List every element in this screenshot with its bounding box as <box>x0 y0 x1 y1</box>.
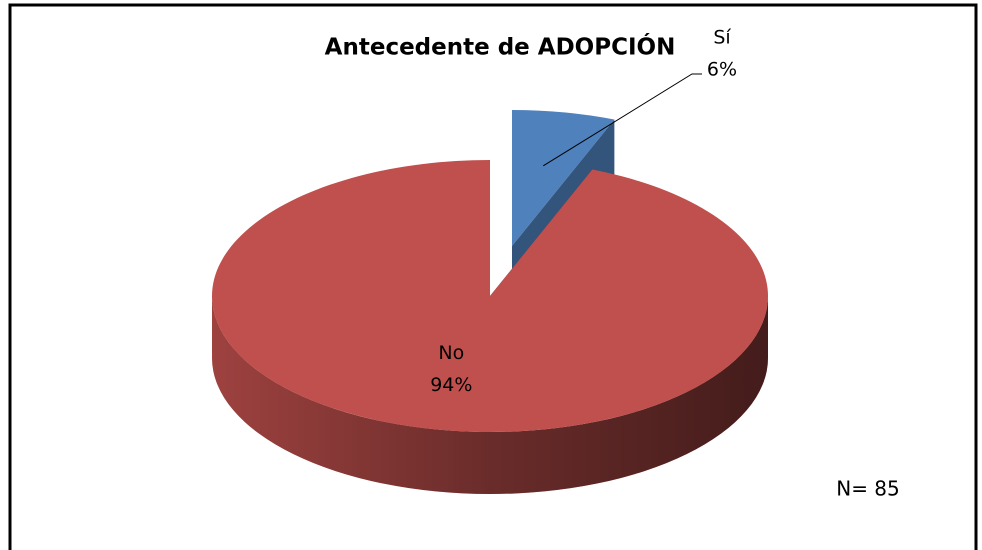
slice-wall-shade <box>212 296 768 494</box>
value-label: 94% <box>430 374 472 396</box>
value-label: 6% <box>707 59 737 81</box>
leader-line <box>542 73 702 167</box>
slice-top <box>212 160 769 433</box>
category-label: Sí <box>713 27 731 49</box>
pie-slice <box>212 160 769 494</box>
annotation: N= 85 <box>836 477 900 501</box>
chart-title: Antecedente de ADOPCIÓN <box>325 33 676 61</box>
category-label: No <box>438 342 464 364</box>
slice-top <box>512 110 615 246</box>
